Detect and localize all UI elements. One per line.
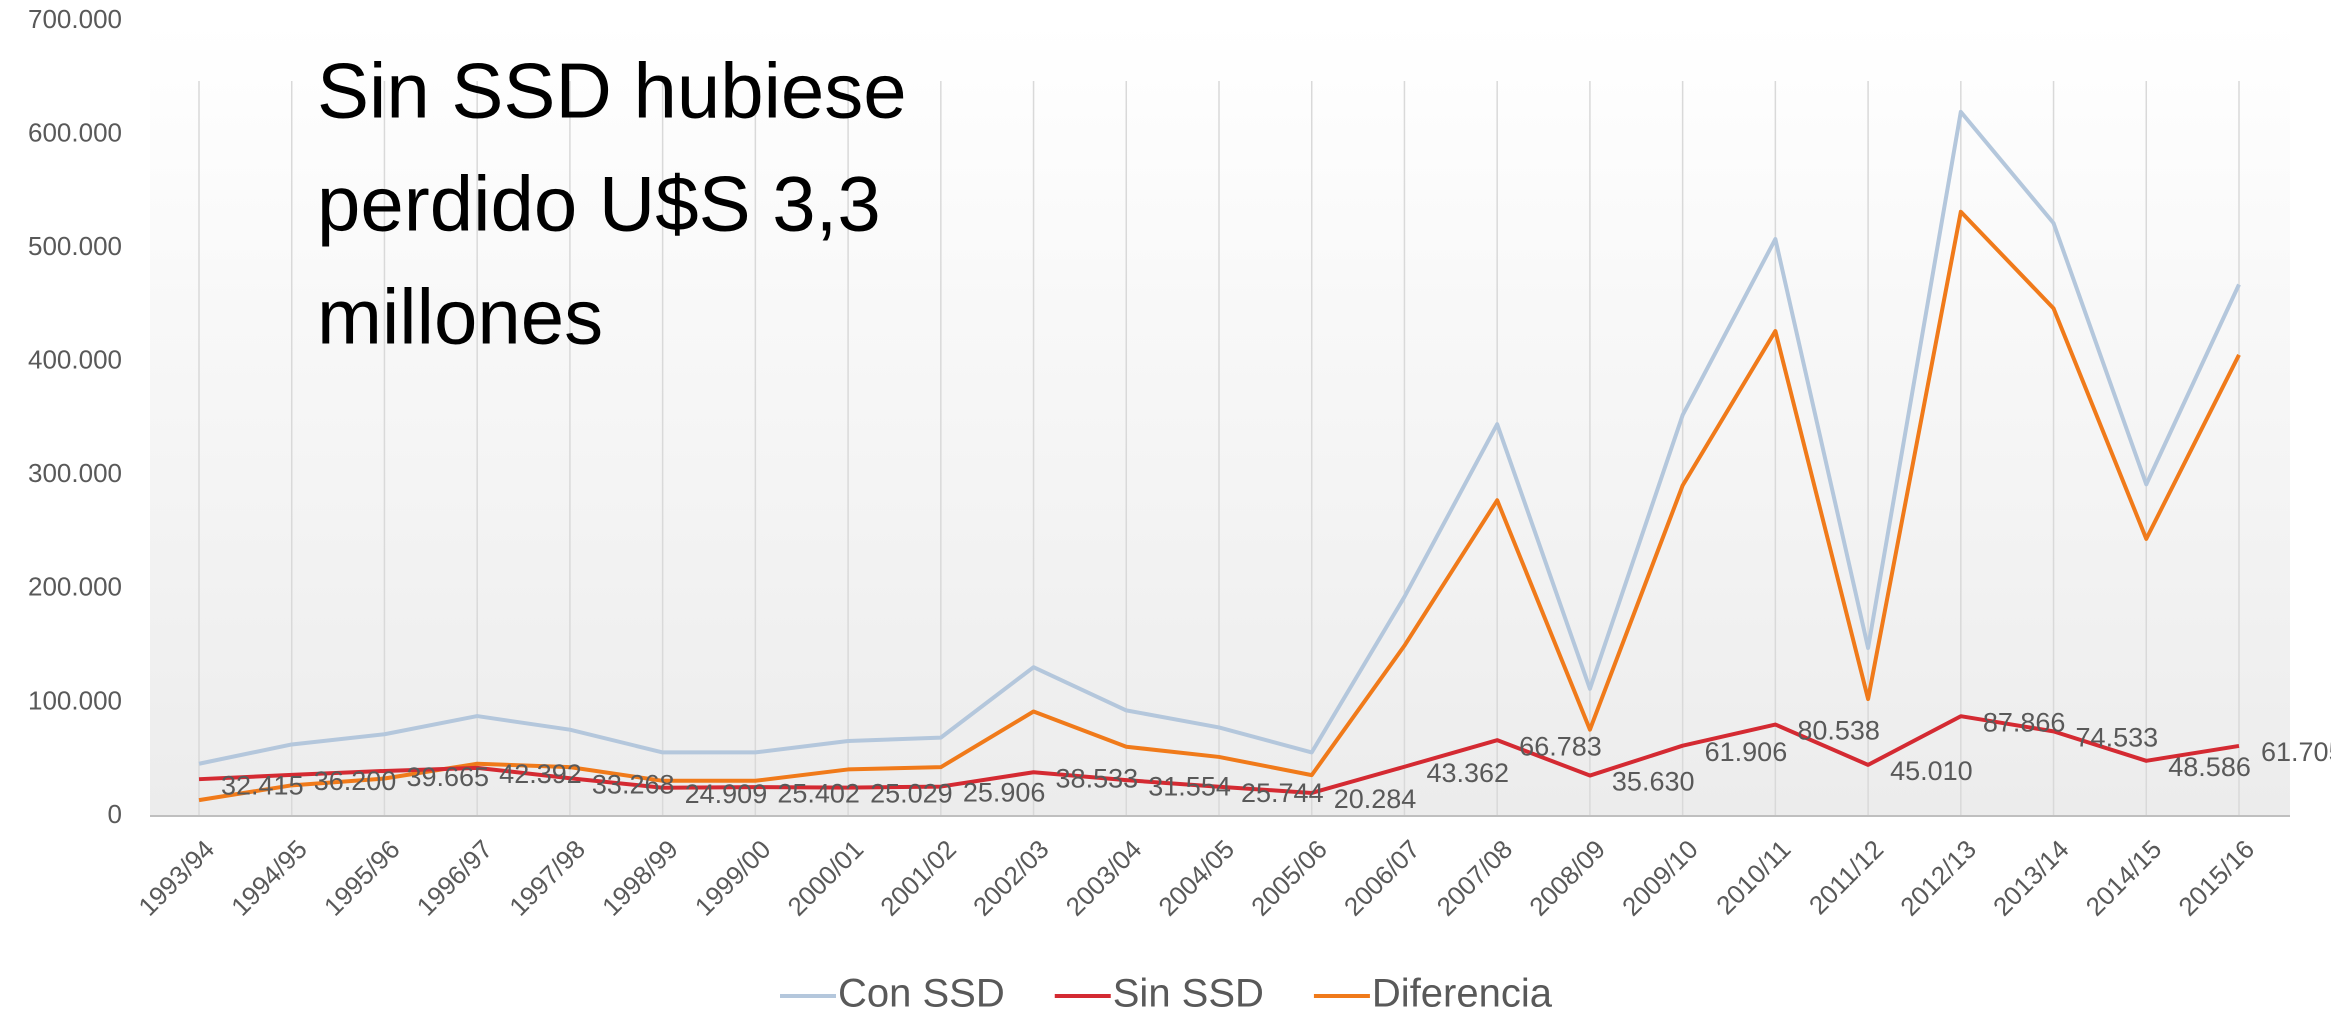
annotation: perdido U$S 3,3: [317, 160, 881, 248]
legend-label: Con SSD: [838, 972, 1005, 1016]
x-tick-label: 2015/16: [2172, 834, 2260, 922]
x-tick-label: 2014/15: [2080, 834, 2168, 922]
data-label: 31.554: [1148, 771, 1231, 801]
legend-label: Sin SSD: [1113, 972, 1264, 1016]
x-tick-label: 2002/03: [967, 834, 1055, 922]
y-tick-label: 300.000: [28, 458, 122, 488]
annotation: millones: [317, 273, 603, 361]
x-tick-label: 2012/13: [1894, 834, 1982, 922]
y-tick-label: 100.000: [28, 685, 122, 715]
x-tick-label: 1999/00: [689, 834, 777, 922]
x-tick-label: 2008/09: [1523, 834, 1611, 922]
line-series: [198, 109, 2241, 766]
x-tick-label: 2007/08: [1431, 834, 1519, 922]
legend-label: Diferencia: [1372, 972, 1553, 1016]
x-tick-label: 1995/96: [318, 834, 406, 922]
y-tick-label: 700.000: [28, 4, 122, 34]
y-tick-label: 0: [108, 799, 122, 829]
data-label: 25.744: [1241, 778, 1324, 808]
data-label: 61.906: [1705, 737, 1788, 767]
data-label: 38.533: [1056, 763, 1139, 793]
y-tick-label: 400.000: [28, 345, 122, 375]
line-series: [198, 714, 2240, 795]
line-series: [198, 209, 2241, 803]
data-label: 45.010: [1890, 756, 1973, 786]
data-label: 32.415: [221, 770, 304, 800]
x-tick-label: 2005/06: [1245, 834, 1333, 922]
x-tick-label: 2010/11: [1710, 834, 1796, 920]
x-tick-label: 1997/98: [503, 834, 591, 922]
data-label: 33.268: [592, 769, 675, 799]
y-tick-label: 600.000: [28, 117, 122, 147]
data-label: 39.665: [406, 762, 489, 792]
x-tick-label: 2011/12: [1803, 834, 1889, 920]
annotation: Sin SSD hubiese: [317, 47, 907, 135]
x-tick-label: 2006/07: [1338, 834, 1426, 922]
x-tick-label: 1993/94: [132, 834, 220, 922]
data-label: 25.906: [963, 778, 1046, 808]
data-label: 36.200: [314, 766, 397, 796]
data-label: 80.538: [1797, 716, 1880, 746]
data-label: 43.362: [1426, 758, 1509, 788]
x-tick-label: 2000/01: [782, 834, 870, 922]
x-tick-label: 2003/04: [1060, 834, 1148, 922]
x-tick-label: 1996/97: [411, 834, 499, 922]
y-tick-label: 200.000: [28, 572, 122, 602]
data-label: 25.029: [870, 779, 953, 809]
data-label: 35.630: [1612, 767, 1695, 797]
x-tick-label: 1998/99: [596, 834, 684, 922]
x-tick-label: 2009/10: [1616, 834, 1704, 922]
data-label: 87.866: [1983, 707, 2066, 737]
data-label: 42.392: [499, 759, 582, 789]
data-label: 74.533: [2076, 722, 2159, 752]
data-label: 25.402: [777, 778, 860, 808]
plot-background: [150, 21, 2290, 816]
data-label: 20.284: [1334, 784, 1417, 814]
data-label: 24.909: [685, 779, 768, 809]
x-tick-label: 2013/14: [1987, 834, 2075, 922]
data-label: 61.705: [2261, 737, 2331, 767]
data-label: 66.783: [1519, 731, 1602, 761]
x-tick-label: 2004/05: [1152, 834, 1240, 922]
y-tick-label: 500.000: [28, 231, 122, 261]
x-tick-label: 1994/95: [225, 834, 313, 922]
data-label: 48.586: [2168, 752, 2251, 782]
x-tick-label: 2001/02: [874, 834, 962, 922]
